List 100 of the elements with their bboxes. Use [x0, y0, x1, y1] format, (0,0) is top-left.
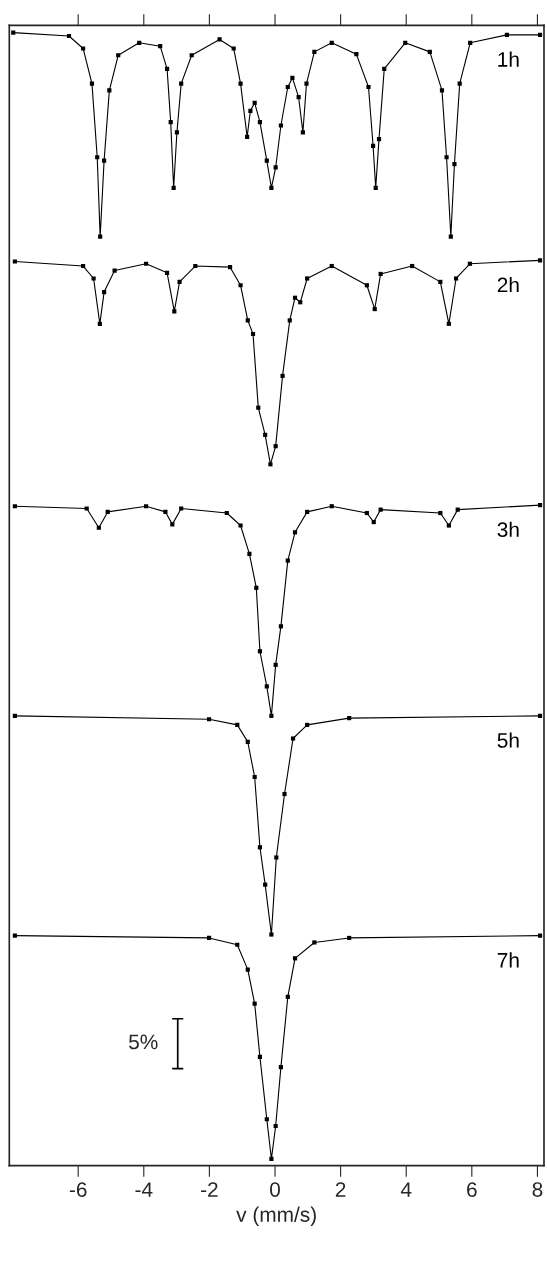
point	[439, 88, 445, 93]
point	[347, 716, 352, 721]
point	[537, 713, 543, 718]
point	[96, 525, 101, 530]
point	[174, 130, 180, 135]
point	[189, 53, 194, 58]
point	[66, 33, 72, 39]
point	[382, 66, 387, 71]
point	[254, 585, 259, 590]
series-label: 7h	[497, 952, 519, 968]
x-tick-label: 2	[335, 1182, 346, 1197]
point	[89, 81, 95, 86]
point	[245, 134, 250, 139]
point	[373, 185, 378, 190]
point	[235, 722, 240, 727]
point	[278, 624, 283, 629]
point	[280, 373, 285, 379]
point	[250, 331, 256, 337]
point	[448, 234, 453, 239]
point	[438, 279, 443, 284]
point	[468, 40, 473, 45]
point	[537, 503, 543, 508]
point	[12, 259, 17, 264]
point	[227, 265, 233, 270]
point	[305, 509, 310, 514]
point	[105, 509, 110, 514]
point	[245, 318, 250, 323]
point	[163, 509, 168, 514]
point	[95, 155, 100, 160]
point	[84, 506, 89, 511]
x-tick-label: 8	[532, 1182, 543, 1197]
x-tick-label: -4	[135, 1182, 153, 1197]
point	[12, 713, 17, 718]
point	[438, 510, 443, 516]
point	[11, 30, 16, 35]
point	[256, 405, 261, 410]
point	[371, 143, 376, 148]
point	[107, 88, 112, 93]
point	[98, 234, 103, 239]
x-tick-label: 0	[270, 1182, 280, 1197]
point	[248, 108, 253, 113]
point	[264, 684, 269, 689]
point	[287, 318, 292, 323]
x-tick-label: 6	[467, 1182, 477, 1197]
point	[171, 185, 176, 190]
point	[274, 855, 279, 860]
point	[268, 462, 273, 467]
point	[329, 504, 334, 509]
point	[245, 739, 250, 744]
point	[298, 300, 303, 305]
point	[446, 523, 451, 528]
point	[97, 321, 102, 326]
point	[427, 49, 432, 54]
point	[410, 263, 415, 269]
point	[269, 713, 274, 718]
point	[282, 791, 287, 797]
point	[347, 935, 352, 941]
point	[91, 276, 96, 281]
point	[257, 845, 262, 850]
point	[257, 649, 262, 654]
point	[12, 933, 17, 938]
point	[504, 32, 510, 37]
point	[457, 81, 462, 86]
point	[224, 510, 229, 516]
point	[273, 444, 278, 449]
point	[278, 1065, 283, 1070]
annotation: 5%	[129, 1034, 158, 1050]
point	[217, 37, 222, 42]
point	[285, 558, 290, 563]
point	[312, 49, 317, 54]
point	[467, 261, 472, 266]
point	[81, 46, 86, 51]
point	[278, 123, 283, 128]
point	[455, 507, 460, 512]
series-label: 3h	[497, 521, 519, 538]
point	[372, 306, 377, 312]
point	[273, 165, 278, 170]
point	[292, 530, 298, 535]
point	[378, 507, 383, 512]
point	[206, 935, 212, 941]
point	[454, 276, 459, 281]
point	[290, 736, 296, 741]
point	[269, 185, 274, 190]
point	[264, 1117, 269, 1122]
point	[165, 66, 170, 71]
point	[102, 290, 107, 295]
point	[179, 506, 184, 511]
point	[376, 137, 382, 142]
point	[252, 1001, 257, 1006]
x-tick-label: -6	[69, 1182, 87, 1197]
point	[144, 504, 149, 509]
point	[238, 283, 243, 288]
point	[364, 283, 369, 288]
point	[238, 523, 243, 528]
point	[285, 84, 290, 90]
point	[378, 271, 383, 277]
point	[273, 1123, 278, 1129]
point	[269, 932, 274, 937]
point	[371, 520, 376, 525]
point	[137, 40, 142, 45]
